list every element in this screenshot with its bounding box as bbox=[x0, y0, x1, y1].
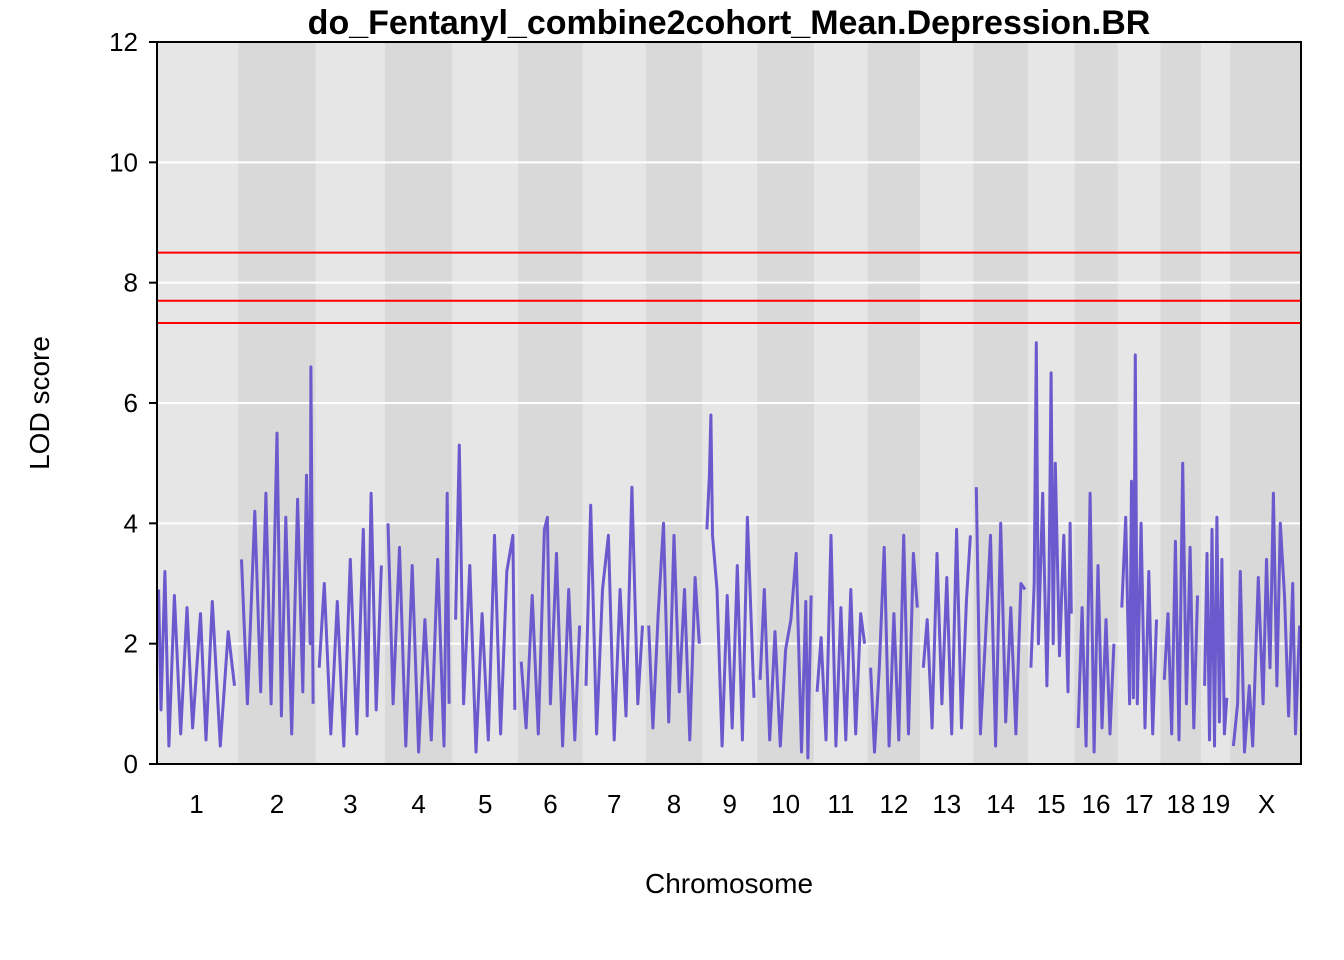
y-tick-label: 2 bbox=[124, 629, 138, 659]
lod-curve bbox=[519, 515, 582, 748]
y-tick-label: 4 bbox=[124, 508, 138, 538]
lod-curve bbox=[869, 533, 919, 754]
x-tick-label: 19 bbox=[1201, 789, 1230, 819]
x-tick-label: 17 bbox=[1125, 789, 1154, 819]
x-tick-label: 10 bbox=[771, 789, 800, 819]
significance-thresholds bbox=[157, 251, 1301, 324]
lod-curve bbox=[317, 491, 383, 748]
x-tick-label: 1 bbox=[189, 789, 203, 819]
x-tick-label: 16 bbox=[1082, 789, 1111, 819]
lod-curve bbox=[705, 413, 756, 748]
x-axis-label: Chromosome bbox=[645, 868, 813, 899]
y-tick-label: 8 bbox=[124, 268, 138, 298]
lod-curve bbox=[1076, 491, 1116, 754]
lod-curve bbox=[974, 487, 1027, 748]
x-tick-label: 14 bbox=[986, 789, 1015, 819]
x-tick-label: 6 bbox=[543, 789, 557, 819]
y-tick-label: 10 bbox=[109, 147, 138, 177]
lod-curve bbox=[815, 533, 867, 748]
lod-curve bbox=[584, 485, 644, 742]
x-tick-label: 13 bbox=[932, 789, 961, 819]
lod-curve bbox=[647, 521, 701, 742]
y-tick-label: 6 bbox=[124, 388, 138, 418]
x-tick-label: X bbox=[1258, 789, 1275, 819]
lod-curve bbox=[1029, 341, 1073, 694]
lod-curve bbox=[1231, 491, 1302, 754]
x-tick-label: 12 bbox=[879, 789, 908, 819]
y-tick-label: 12 bbox=[109, 27, 138, 57]
y-axis: 0 2 4 6 8 10 12 bbox=[109, 27, 157, 779]
x-tick-label: 18 bbox=[1166, 789, 1195, 819]
x-tick-label: 8 bbox=[667, 789, 681, 819]
lod-curve bbox=[240, 365, 315, 736]
lod-curve bbox=[1203, 515, 1229, 748]
lod-series bbox=[157, 341, 1302, 760]
lod-curve bbox=[921, 527, 972, 736]
y-axis-label: LOD score bbox=[24, 336, 55, 470]
x-axis: 1 2 3 4 5 6 7 8 9 10 11 12 13 14 15 16 17 18 19 X bbox=[189, 789, 1275, 819]
lod-curve bbox=[454, 443, 517, 754]
lod-curve bbox=[386, 491, 451, 754]
x-tick-label: 5 bbox=[478, 789, 492, 819]
x-tick-label: 9 bbox=[722, 789, 736, 819]
x-tick-label: 7 bbox=[607, 789, 621, 819]
lod-curve bbox=[157, 570, 236, 748]
lod-curve bbox=[1162, 461, 1199, 742]
x-tick-label: 4 bbox=[411, 789, 425, 819]
lod-curve bbox=[1120, 353, 1158, 736]
lod-curve bbox=[758, 551, 813, 760]
x-tick-label: 3 bbox=[343, 789, 357, 819]
x-tick-label: 11 bbox=[827, 789, 854, 819]
y-tick-label: 0 bbox=[124, 749, 138, 779]
x-tick-label: 2 bbox=[270, 789, 284, 819]
chart-title: do_Fentanyl_combine2cohort_Mean.Depressi… bbox=[308, 4, 1151, 42]
x-tick-label: 15 bbox=[1037, 789, 1066, 819]
